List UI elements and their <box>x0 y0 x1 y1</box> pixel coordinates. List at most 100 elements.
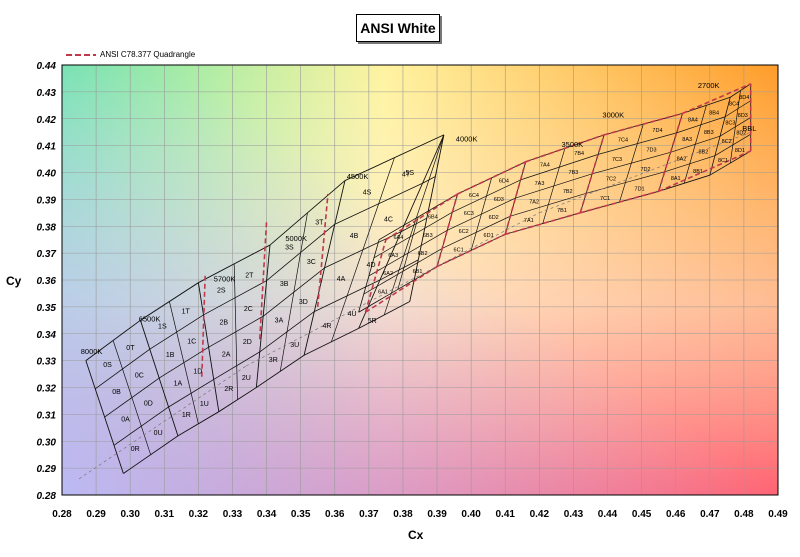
region-label: 6C1 <box>454 247 464 253</box>
region-label: 3R <box>269 357 278 364</box>
region-label: 7C3 <box>612 157 622 163</box>
y-tick-label: 0.43 <box>37 88 57 99</box>
region-label: 2A <box>222 351 231 358</box>
region-label: 4C <box>384 217 393 224</box>
region-label: 8D3 <box>738 113 748 119</box>
region-label: 7B2 <box>563 189 573 195</box>
x-tick-label: 0.44 <box>598 509 618 520</box>
bbl-curve <box>539 131 751 214</box>
cct-label: 6500K <box>139 315 161 324</box>
region-labels: 0R 0U 0A 0D 0B 0C 0S 0T 1R 1U 1A 1D 1B 1C 1S 1T 2R 2U 2A 2D… <box>103 95 749 453</box>
y-tick-label: 0.30 <box>37 437 57 448</box>
region-label: 1D <box>193 368 202 375</box>
y-tick-label: 0.29 <box>37 464 57 475</box>
quad-line <box>378 193 458 241</box>
region-label: 6D1 <box>484 233 494 239</box>
region-label: 4B <box>350 233 359 240</box>
region-label: 6A3 <box>388 253 398 259</box>
region-label: 6A1 <box>378 289 388 295</box>
quad-line <box>383 134 445 316</box>
region-label: 4S <box>363 190 372 197</box>
region-label: 6C3 <box>464 211 474 217</box>
x-tick-label: 0.46 <box>666 509 686 520</box>
region-label: 7D2 <box>640 167 650 173</box>
quadrangle-outline <box>457 161 527 195</box>
region-label: 7B3 <box>569 170 579 176</box>
region-label: 1B <box>166 352 175 359</box>
region-label: 3D <box>299 299 308 306</box>
quadrangle-outline <box>682 83 752 115</box>
region-label: 8A2 <box>677 156 687 162</box>
quad-line <box>542 148 566 224</box>
cct-label: 8000K <box>81 347 103 356</box>
legend-label: ANSI C78.377 Quadrangle <box>100 50 196 59</box>
region-label: 8B1 <box>693 169 703 175</box>
x-tick-label: 0.38 <box>393 509 413 520</box>
region-label: 0R <box>131 446 140 453</box>
region-label: 8B2 <box>699 149 709 155</box>
y-tick-label: 0.35 <box>37 303 57 314</box>
x-tick-label: 0.40 <box>461 509 481 520</box>
x-tick-label: 0.42 <box>530 509 550 520</box>
region-label: 3U <box>290 342 299 349</box>
region-label: 1A <box>174 381 183 388</box>
region-label: 5S <box>405 170 414 177</box>
cct-label: 3500K <box>561 140 583 149</box>
quad-line <box>358 266 438 313</box>
x-tick-label: 0.39 <box>427 509 447 520</box>
quadrangle-outline <box>385 193 458 241</box>
region-label: 2D <box>243 339 252 346</box>
cct-label: BBL <box>742 124 756 133</box>
region-label: 0B <box>112 389 121 396</box>
region-label: 6B3 <box>423 233 433 239</box>
region-label: 0T <box>126 345 135 352</box>
region-label: 4U <box>348 311 357 318</box>
x-tick-label: 0.45 <box>632 509 652 520</box>
quadrangle-outline <box>364 239 387 313</box>
cct-label: 2700K <box>698 81 720 90</box>
x-tick-label: 0.31 <box>155 509 175 520</box>
x-tick-label: 0.41 <box>496 509 516 520</box>
region-label: 8D1 <box>735 148 745 154</box>
region-label: 2T <box>245 273 254 280</box>
y-tick-label: 0.33 <box>37 357 57 368</box>
region-label: 4T <box>402 172 411 179</box>
x-tick-label: 0.37 <box>359 509 379 520</box>
quad-line <box>279 212 308 372</box>
quadrangle-grid <box>78 83 752 480</box>
region-label: 3S <box>285 245 294 252</box>
legend-swatch <box>66 53 96 56</box>
y-tick-label: 0.40 <box>37 169 57 180</box>
region-label: 7C1 <box>600 196 610 202</box>
region-label: 8C3 <box>725 120 735 126</box>
y-tick-label: 0.39 <box>37 195 57 206</box>
region-label: 7A3 <box>535 181 545 187</box>
x-tick-label: 0.43 <box>564 509 584 520</box>
bbl-curve <box>78 365 247 480</box>
y-tick-label: 0.42 <box>37 115 57 126</box>
y-tick-label: 0.32 <box>37 384 57 395</box>
quad-line <box>730 83 751 98</box>
quadrangle-outline <box>580 190 659 214</box>
legend: ANSI C78.377 Quadrangle <box>66 50 195 59</box>
x-tick-label: 0.30 <box>120 509 140 520</box>
region-label: 6B4 <box>428 215 438 221</box>
region-label: 8B4 <box>709 110 719 116</box>
x-tick-label: 0.28 <box>52 509 72 520</box>
region-label: 6D4 <box>499 179 509 185</box>
cct-label: 5700K <box>214 274 236 283</box>
region-label: 3T <box>315 219 324 226</box>
region-label: 0U <box>154 430 163 437</box>
region-label: 0C <box>135 373 144 380</box>
region-label: 1T <box>182 308 191 315</box>
region-label: 6A4 <box>393 235 403 241</box>
region-label: 0A <box>121 417 130 424</box>
region-label: 2U <box>242 375 251 382</box>
region-label: 6D3 <box>494 197 504 203</box>
region-label: 8D2 <box>736 130 746 136</box>
region-label: 6D2 <box>489 215 499 221</box>
y-tick-label: 0.31 <box>37 410 57 421</box>
quadrangle-outline <box>316 193 329 307</box>
y-tick-label: 0.28 <box>37 491 57 502</box>
